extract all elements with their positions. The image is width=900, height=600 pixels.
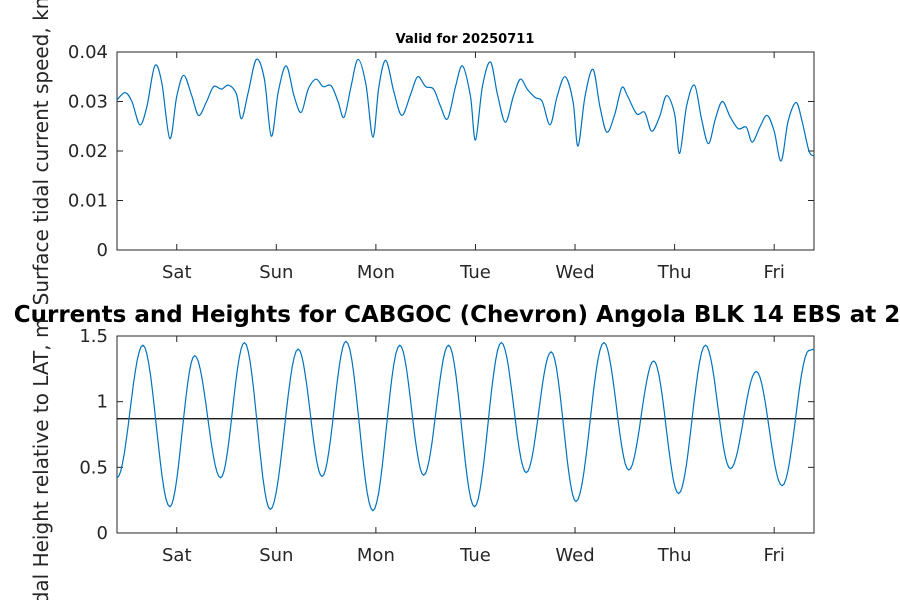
tidal-height-x-tick-label: Tue <box>459 545 491 566</box>
current-speed-x-tick-label: Sun <box>259 262 293 283</box>
current-speed-axes-frame <box>116 51 815 251</box>
current-speed-line <box>116 58 815 162</box>
current-speed-x-tick-label: Wed <box>555 262 594 283</box>
current-speed-y-tick-label: 0.01 <box>68 191 108 212</box>
current-speed-y-tick-label: 0.02 <box>68 141 108 162</box>
tidal-height-x-tick-label: Sat <box>162 545 192 566</box>
tidal-height-panel: 0 0.5 1 1.5 Sat Sun Mon Tue Wed Thu Fri Currents … <box>14 302 900 600</box>
current-speed-title: Valid for 20250711 <box>396 32 535 47</box>
current-speed-y-tick-label: 0.03 <box>68 92 108 113</box>
tidal-height-x-tick-label: Fri <box>763 545 784 566</box>
current-speed-panel: 00.010.020.030.04 Sat Sun Mon Tue Wed Thu Fri … <box>29 0 815 305</box>
tidal-height-y-tick-label: 1.5 <box>79 326 108 347</box>
tidal-height-y-tick-label: 0.5 <box>79 457 108 478</box>
current-speed-y-axis-label: Surface tidal current speed, kn <box>29 0 53 305</box>
tidal-height-x-tick-label: Wed <box>555 545 594 566</box>
tidal-height-y-tick-label: 1 <box>97 392 108 413</box>
tidal-height-line <box>116 340 814 512</box>
tidal-height-axes-frame <box>116 335 815 534</box>
current-speed-x-ticks: Sat Sun Mon Tue Wed Thu Fri <box>162 52 785 283</box>
current-speed-x-tick-label: Tue <box>459 262 491 283</box>
tidal-height-x-tick-label: Mon <box>357 545 395 566</box>
tidal-height-x-ticks: Sat Sun Mon Tue Wed Thu Fri <box>162 336 785 566</box>
tidal-height-y-axis-label: Tidal Height relative to LAT, m <box>29 319 53 600</box>
current-speed-y-ticks: 0 0.01 0.02 0.03 0.04 <box>68 42 814 261</box>
tidal-height-y-tick-label: 0 <box>97 523 108 544</box>
current-speed-x-tick-label: Thu <box>657 262 692 283</box>
current-speed-y-tick-label: 0 <box>97 240 108 261</box>
tidal-height-title: Currents and Heights for CABGOC (Chevron… <box>14 302 900 328</box>
current-speed-y-tick-label: 0.04 <box>68 42 108 63</box>
tidal-height-x-tick-label: Sun <box>259 545 293 566</box>
current-speed-x-tick-label: Sat <box>162 262 192 283</box>
tidal-height-x-tick-label: Thu <box>657 545 692 566</box>
current-speed-x-tick-label: Mon <box>357 262 395 283</box>
tidal-height-y-ticks: 0 0.5 1 1.5 <box>79 326 814 544</box>
current-speed-x-tick-label: Fri <box>763 262 784 283</box>
